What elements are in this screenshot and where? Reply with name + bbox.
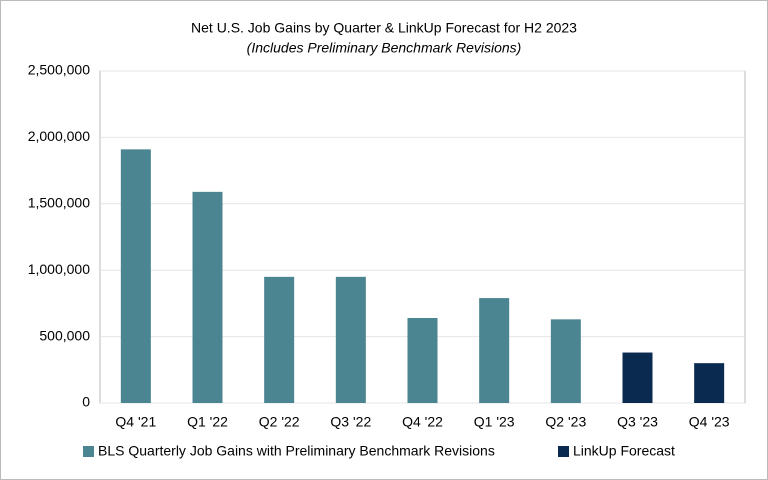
bar — [622, 352, 653, 403]
y-tick-label: 1,000,000 — [28, 261, 90, 277]
x-tick-label: Q4 '21 — [115, 414, 156, 430]
bar — [192, 191, 223, 403]
x-tick-label: Q4 '22 — [402, 414, 443, 430]
chart-title: Net U.S. Job Gains by Quarter & LinkUp F… — [191, 20, 577, 36]
x-tick-label: Q2 '23 — [545, 414, 586, 430]
legend-swatch — [558, 446, 569, 457]
bar — [479, 298, 510, 403]
y-tick-label: 500,000 — [39, 327, 90, 343]
bar — [335, 276, 366, 403]
legend-swatch — [83, 446, 94, 457]
y-tick-label: 2,500,000 — [28, 62, 90, 78]
y-tick-label: 0 — [82, 394, 90, 410]
y-tick-label: 2,000,000 — [28, 128, 90, 144]
bar — [120, 149, 151, 403]
bar — [264, 276, 295, 403]
chart-subtitle: (Includes Preliminary Benchmark Revision… — [247, 40, 522, 56]
legend-label: LinkUp Forecast — [573, 443, 675, 459]
bar — [550, 319, 581, 403]
x-tick-label: Q3 '23 — [617, 414, 658, 430]
x-tick-label: Q3 '22 — [330, 414, 371, 430]
y-tick-label: 1,500,000 — [28, 195, 90, 211]
bar — [407, 318, 438, 403]
x-tick-label: Q1 '23 — [474, 414, 515, 430]
x-tick-label: Q4 '23 — [689, 414, 730, 430]
bar — [694, 363, 725, 403]
legend-label: BLS Quarterly Job Gains with Preliminary… — [98, 443, 495, 459]
x-tick-label: Q1 '22 — [187, 414, 228, 430]
x-tick-label: Q2 '22 — [259, 414, 300, 430]
